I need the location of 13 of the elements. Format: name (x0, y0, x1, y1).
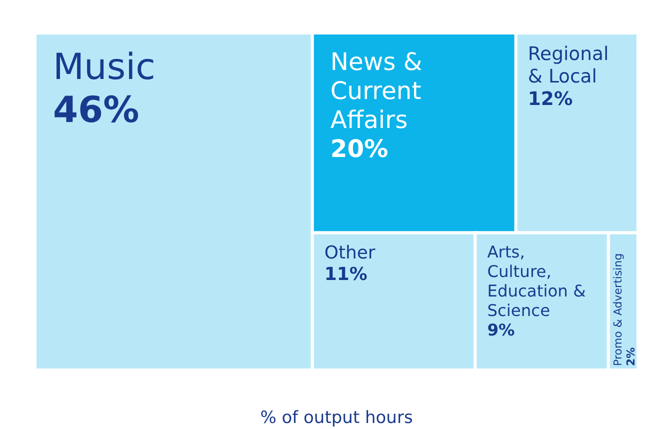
category-label: Arts, Culture, Education & Science (487, 242, 586, 320)
category-label: Promo & Advertising (611, 253, 624, 366)
category-label: Regional & Local (528, 44, 609, 88)
data-label: 20% (330, 135, 388, 164)
category-label: Other (324, 242, 376, 264)
data-label: 11% (324, 264, 368, 286)
text: % of output hours (260, 408, 413, 428)
data-label: 2% (624, 347, 638, 366)
category-label: Music (53, 47, 156, 88)
data-label: 9% (487, 320, 515, 340)
data-label: 12% (528, 88, 573, 110)
data-label: 46% (53, 90, 140, 132)
category-label: News & Current Affairs (330, 48, 422, 134)
